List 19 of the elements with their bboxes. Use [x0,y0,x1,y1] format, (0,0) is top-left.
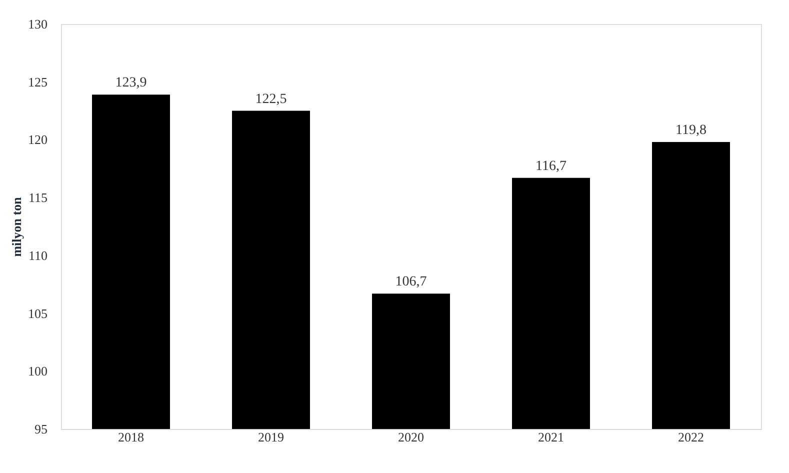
y-tick-label: 120 [28,132,48,148]
x-tick-label: 2018 [118,430,144,444]
y-axis-title: milyon ton [9,196,24,257]
data-label: 116,7 [536,158,566,174]
y-tick-label: 115 [28,190,48,206]
x-tick-label: 2020 [398,430,424,444]
y-tick-label: 110 [28,248,48,263]
x-tick-label: 2022 [678,430,704,444]
data-label: 122,5 [255,92,287,107]
y-tick-label: 125 [28,74,48,90]
x-tick-label: 2019 [258,430,284,444]
data-label: 123,9 [115,76,147,91]
y-tick-label: 105 [28,306,48,321]
y-tick-label: 130 [28,16,48,32]
y-tick-label: 100 [28,364,48,379]
y-tick-label: 95 [34,422,48,436]
data-label: 119,8 [676,123,706,138]
x-tick-label: 2021 [538,430,564,444]
data-label: 106,7 [395,274,427,290]
